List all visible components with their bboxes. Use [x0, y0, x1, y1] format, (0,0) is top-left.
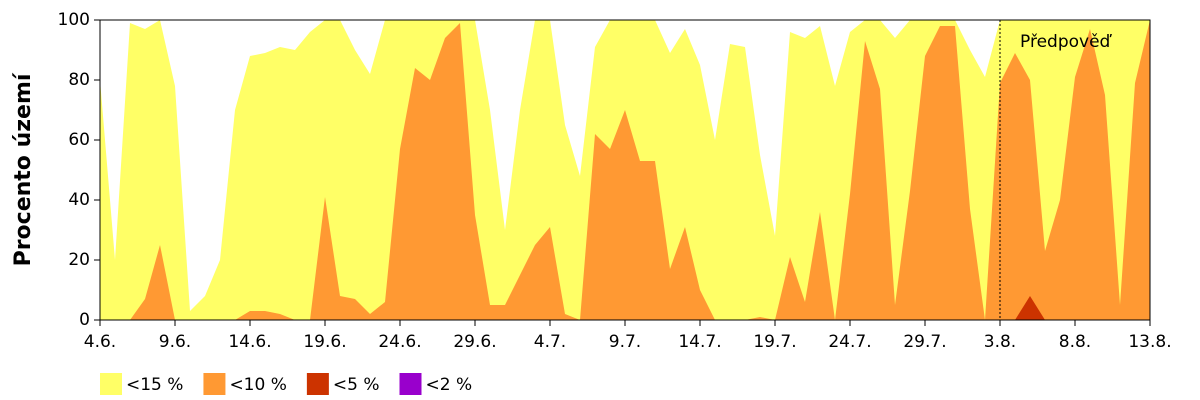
- y-tick-label: 20: [68, 250, 90, 270]
- legend-swatch: [306, 373, 329, 395]
- x-tick-label: 4.6.: [84, 332, 116, 352]
- y-axis-title: Procento území: [11, 72, 36, 266]
- x-tick-label: 13.8.: [1128, 332, 1171, 352]
- x-tick-label: 8.8.: [1059, 332, 1091, 352]
- x-tick-label: 29.7.: [903, 332, 946, 352]
- y-tick-label: 60: [68, 130, 90, 150]
- legend-swatch: [203, 373, 226, 395]
- legend-label: <2 %: [426, 375, 473, 395]
- legend-label: <5 %: [333, 375, 380, 395]
- y-tick-label: 0: [79, 310, 90, 330]
- x-tick-label: 19.7.: [753, 332, 796, 352]
- area: [100, 20, 1150, 320]
- x-tick-label: 24.6.: [378, 332, 421, 352]
- x-tick-label: 24.7.: [828, 332, 871, 352]
- y-tick-label: 80: [68, 70, 90, 90]
- x-tick-label: 29.6.: [453, 332, 496, 352]
- legend-label: <10 %: [229, 375, 286, 395]
- legend-swatch: [100, 373, 122, 395]
- x-tick-label: 14.7.: [678, 332, 721, 352]
- legend-label: <15 %: [126, 375, 183, 395]
- x-tick-label: 19.6.: [303, 332, 346, 352]
- x-tick-label: 4.7.: [534, 332, 566, 352]
- forecast-label: Předpověď: [1020, 32, 1113, 52]
- y-tick-label: 40: [68, 190, 90, 210]
- y-tick-label: 100: [58, 10, 90, 30]
- x-tick-label: 9.6.: [159, 332, 191, 352]
- x-tick-label: 14.6.: [228, 332, 271, 352]
- x-tick-label: 9.7.: [609, 332, 641, 352]
- legend-swatch: [399, 373, 422, 395]
- x-tick-label: 3.8.: [984, 332, 1016, 352]
